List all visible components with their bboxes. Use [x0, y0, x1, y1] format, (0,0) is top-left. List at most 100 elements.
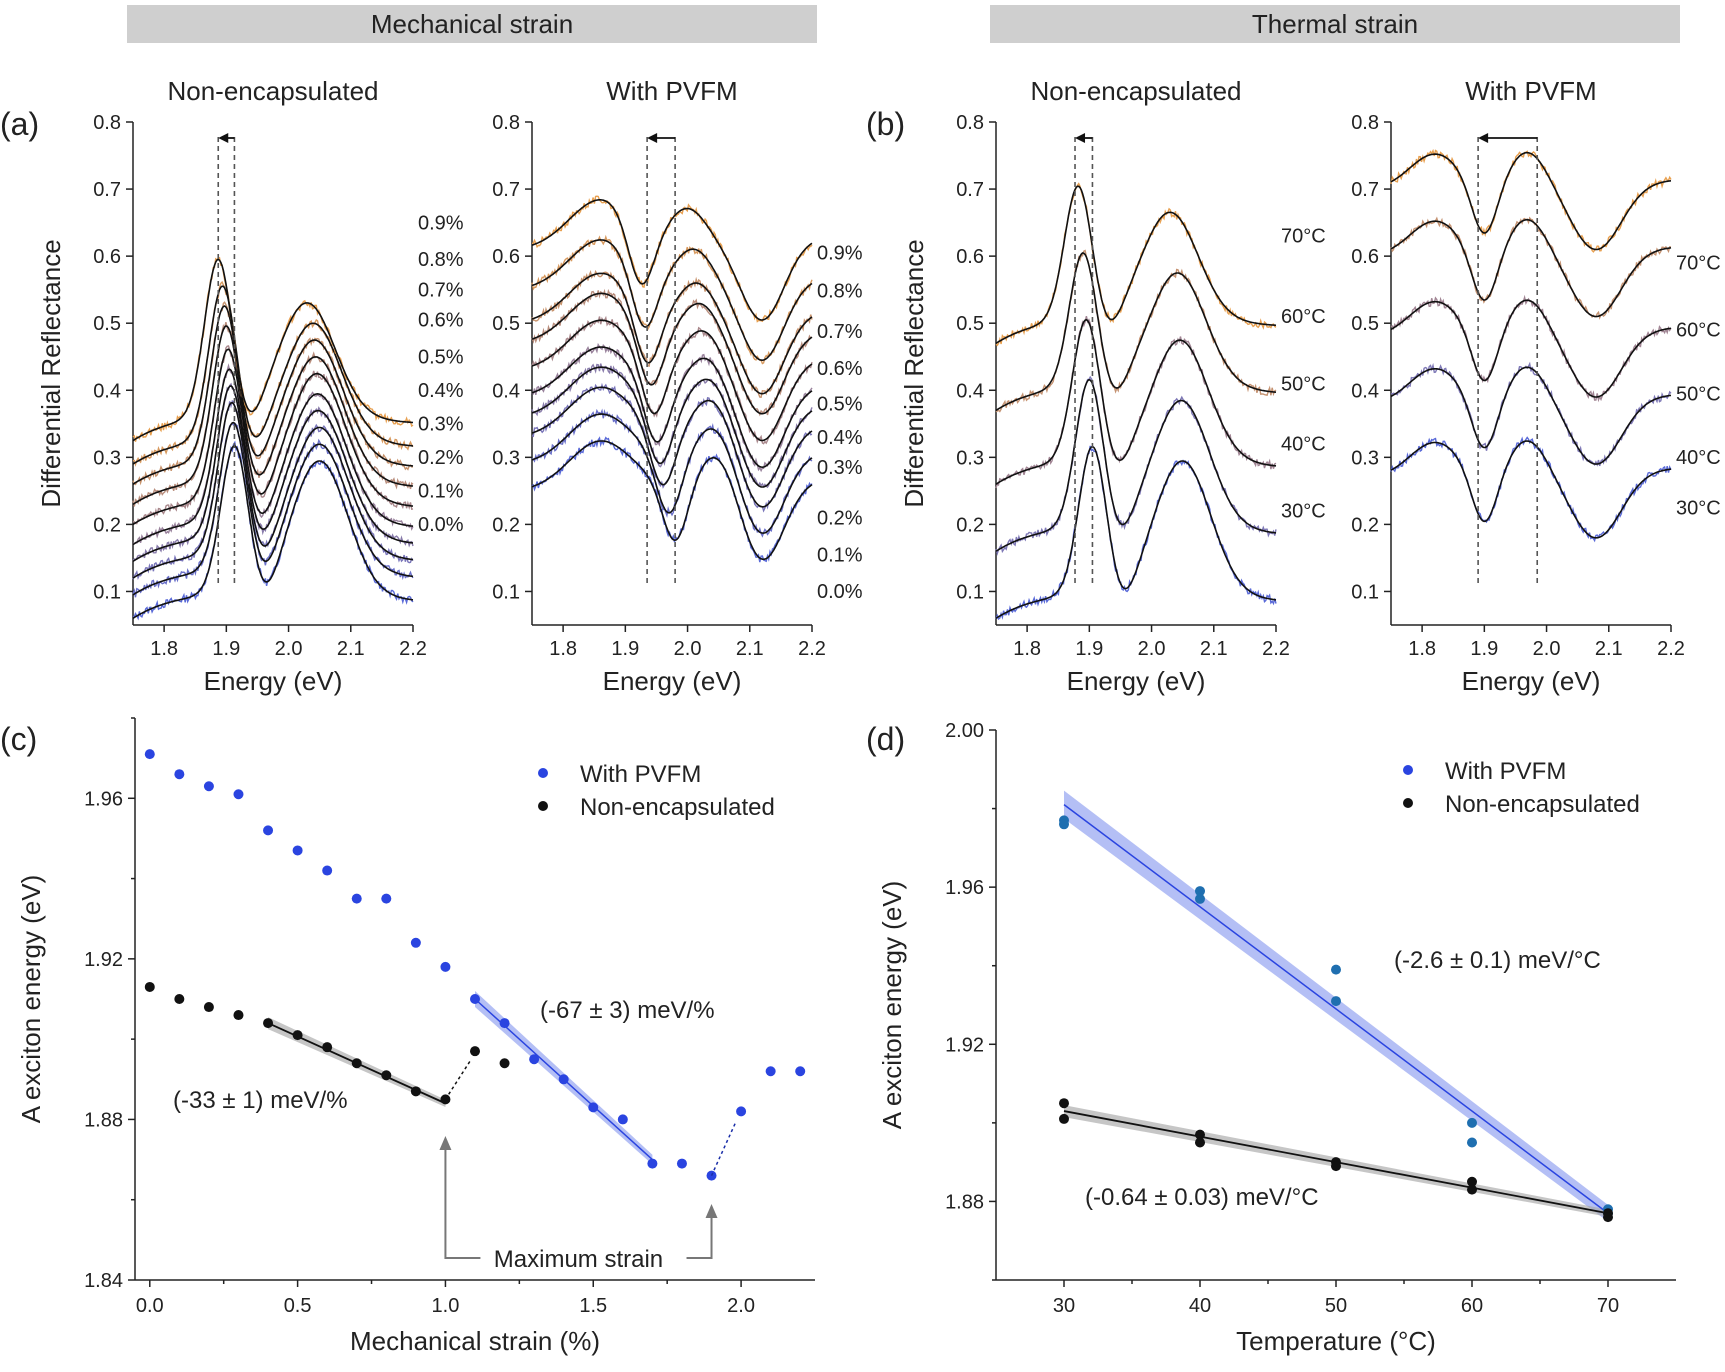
x-axis-label: Temperature (°C) [1236, 1326, 1436, 1356]
chart-a-with-pvfm: With PVFM Energy (eV) 1.8 1.9 2.0 2.1 2.2 0.1 0.… [492, 76, 863, 696]
jump-arrow-pvfm [710, 1121, 737, 1176]
spectrum-fit-2 [995, 318, 1277, 485]
x-tick-label: 1.8 [549, 638, 577, 660]
spectrum-fit-1 [132, 421, 414, 596]
x-tick-label: 1.0 [432, 1295, 460, 1317]
y-tick-label: 0.6 [93, 246, 121, 268]
point-pvfm [470, 994, 480, 1004]
point-non-encapsulated [174, 994, 185, 1004]
x-axis-label: Energy (eV) [1067, 666, 1206, 696]
series-label: 0.6% [418, 310, 464, 332]
chart-c-mechanical-strain: Mechanical strain (%) A exciton energy (e… [16, 717, 815, 1356]
spectrum-noisy-4 [132, 363, 414, 545]
point-pvfm [795, 1066, 806, 1077]
y-tick-label: 0.7 [956, 179, 984, 201]
point-non-encapsulated [1331, 1161, 1341, 1172]
shift-arrow-head [1075, 133, 1086, 143]
y-tick-label: 0.1 [1351, 581, 1379, 603]
spectrum-noisy-8 [132, 280, 414, 467]
chart-d-temperature: Temperature (°C) A exciton energy (eV) 30 4… [877, 720, 1676, 1356]
point-pvfm [440, 961, 451, 972]
spectrum-fit-3 [1390, 218, 1672, 318]
point-pvfm [263, 825, 274, 836]
point-pvfm [292, 845, 303, 856]
annotation-pvfm-slope: (-67 ± 3) meV/% [540, 997, 715, 1024]
x-tick-label: 2.0 [727, 1295, 755, 1317]
spectrum-fit-9 [531, 199, 813, 321]
x-tick-label: 2.0 [674, 638, 702, 660]
point-non-encapsulated [410, 1086, 421, 1097]
series-label: 0.1% [418, 481, 464, 503]
x-tick-label: 30 [1053, 1295, 1075, 1317]
legend-label-pvfm: With PVFM [580, 761, 701, 788]
point-pvfm [765, 1066, 776, 1077]
spectrum-fit-1 [531, 413, 813, 534]
y-tick-label: 0.3 [492, 447, 520, 469]
point-pvfm [736, 1106, 747, 1117]
x-tick-label: 2.2 [399, 638, 427, 660]
spectrum-fit-2 [132, 401, 414, 579]
y-tick-label: 0.2 [492, 514, 520, 536]
spectrum-fit-3 [995, 252, 1277, 412]
point-pvfm [233, 789, 244, 800]
y-tick-label: 0.2 [956, 514, 984, 536]
y-tick-label: 0.5 [956, 313, 984, 335]
series-label: 0.0% [418, 514, 464, 536]
spectrum-fit-6 [132, 325, 414, 505]
series-label: 0.4% [418, 380, 464, 402]
y-tick-label: 0.6 [492, 246, 520, 268]
series-label: 50°C [1676, 383, 1721, 405]
series-label: 70°C [1281, 226, 1326, 248]
x-tick-label: 40 [1189, 1295, 1211, 1317]
x-tick-label: 2.1 [1595, 638, 1623, 660]
spectrum-noisy-0 [1390, 436, 1672, 543]
x-tick-label: 2.1 [1200, 638, 1228, 660]
y-tick-label: 1.96 [84, 788, 123, 810]
legend-marker-pvfm [538, 768, 548, 778]
spectrum-fit-8 [531, 239, 813, 362]
spectrum-fit-4 [1390, 151, 1672, 251]
y-tick-label: 0.4 [492, 380, 520, 402]
series-label: 70°C [1676, 253, 1721, 275]
point-non-encapsulated [1603, 1212, 1613, 1223]
point-non-encapsulated [1195, 1129, 1205, 1140]
x-tick-label: 60 [1461, 1295, 1483, 1317]
x-tick-label: 2.2 [798, 638, 826, 660]
y-tick-label: 0.4 [93, 380, 121, 402]
spectrum-fit-4 [531, 346, 813, 469]
spectrum-fit-1 [995, 378, 1277, 552]
spectrum-noisy-1 [995, 375, 1277, 556]
point-pvfm [617, 1114, 628, 1125]
series-label: 0.8% [418, 249, 464, 271]
point-non-encapsulated [1467, 1176, 1477, 1187]
jump-arrow-nonenc [444, 1060, 471, 1100]
panel-label-d: (d) [866, 721, 905, 757]
y-tick-label: 1.88 [84, 1109, 123, 1131]
chart-a-non-encapsulated: Non-encapsulated Energy (eV) Differential … [36, 76, 464, 696]
point-non-encapsulated [233, 1010, 244, 1021]
x-tick-label: 1.9 [1075, 638, 1103, 660]
y-tick-label: 0.3 [93, 447, 121, 469]
y-tick-label: 1.88 [945, 1191, 984, 1213]
series-label: 0.3% [418, 414, 464, 436]
series-label: 30°C [1676, 497, 1721, 519]
point-pvfm [351, 893, 362, 904]
y-tick-label: 1.92 [84, 949, 123, 971]
spectrum-fit-6 [531, 292, 813, 415]
point-pvfm [499, 1018, 510, 1029]
x-tick-label: 70 [1597, 1295, 1619, 1317]
y-tick-label: 0.7 [492, 179, 520, 201]
y-axis-label: Differential Reflectance [36, 239, 66, 507]
spectrum-fit-5 [132, 348, 414, 526]
spectrum-noisy-3 [531, 363, 813, 489]
y-tick-label: 0.1 [492, 581, 520, 603]
y-tick-label: 0.2 [1351, 514, 1379, 536]
spectrum-noisy-2 [995, 315, 1277, 489]
x-tick-label: 1.8 [1013, 638, 1041, 660]
panel-label-b: (b) [866, 106, 905, 142]
y-tick-label: 0.4 [956, 380, 984, 402]
y-tick-label: 1.92 [945, 1034, 984, 1056]
panel-title: Non-encapsulated [167, 76, 378, 106]
max-strain-arrowhead-right [705, 1204, 718, 1218]
annotation-max-strain: Maximum strain [494, 1246, 663, 1273]
